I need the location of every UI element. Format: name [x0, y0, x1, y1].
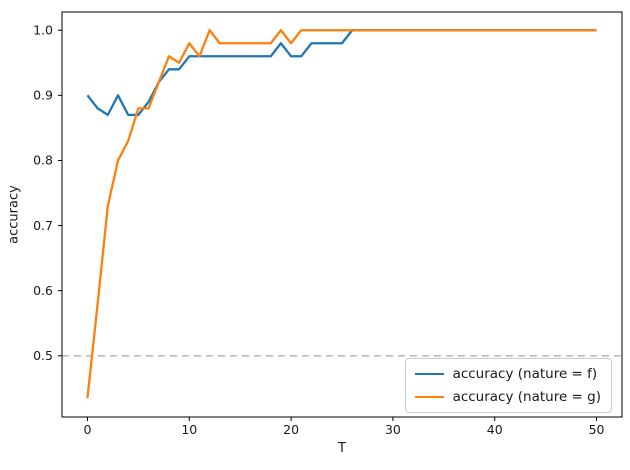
legend-label-f: accuracy (nature = f): [452, 366, 598, 382]
y-tick-label: 0.8: [33, 153, 53, 168]
legend-line-swatch-f: [414, 373, 444, 375]
x-tick-label: 40: [487, 422, 503, 437]
series-line-g: [86, 29, 597, 399]
x-axis-label: T: [338, 441, 346, 456]
y-axis-label: accuracy: [6, 185, 22, 244]
y-tick-label: 1.0: [33, 22, 53, 37]
legend-item-g: accuracy (nature = g): [414, 389, 601, 405]
x-tick-label: 10: [181, 422, 197, 437]
y-tick-label: 0.5: [33, 348, 53, 363]
series-line-f: [86, 29, 597, 117]
axes-spines: [61, 11, 623, 418]
legend-item-f: accuracy (nature = f): [414, 366, 601, 382]
legend-label-g: accuracy (nature = g): [452, 389, 601, 405]
x-tick-label: 30: [385, 422, 401, 437]
x-tick-label: 20: [283, 422, 299, 437]
legend: accuracy (nature = f) accuracy (nature =…: [404, 358, 612, 413]
y-tick-label: 0.7: [33, 218, 53, 233]
x-tick-label: 0: [83, 422, 91, 437]
y-tick-label: 0.9: [33, 88, 53, 103]
y-tick-label: 0.6: [33, 283, 53, 298]
legend-line-swatch-g: [414, 396, 444, 398]
x-tick-label: 50: [589, 422, 605, 437]
